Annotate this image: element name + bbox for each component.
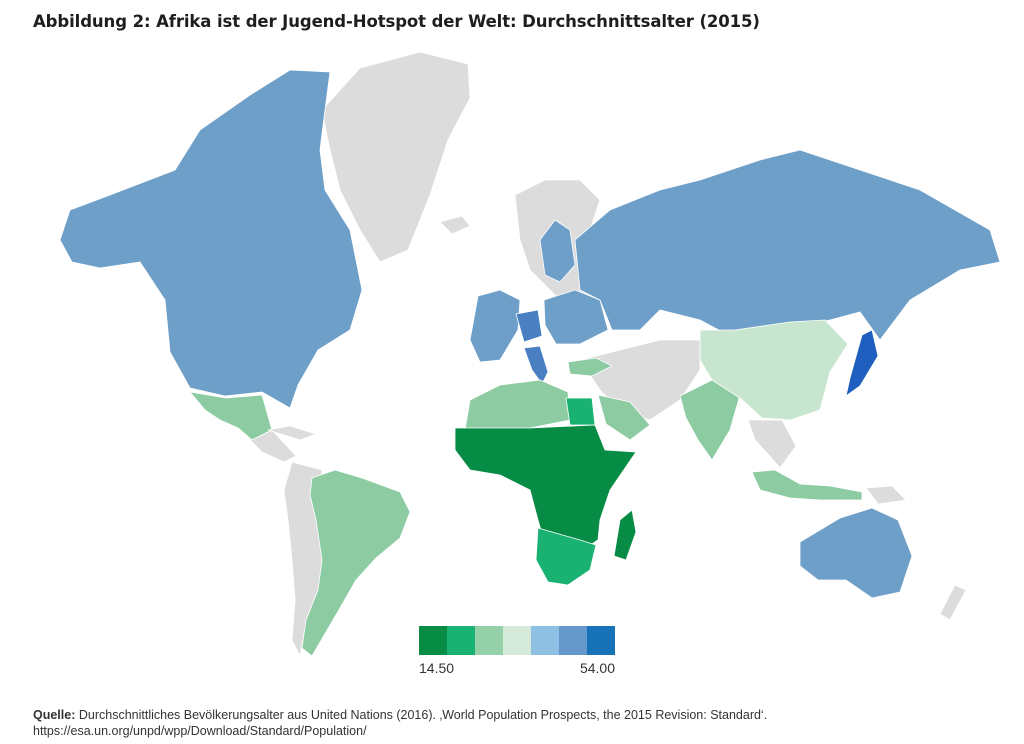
legend-swatch-3 — [475, 626, 503, 655]
region-north-america — [59, 69, 363, 409]
region-arabia — [597, 394, 651, 441]
region-australia — [799, 507, 913, 599]
legend-min-label: 14.50 — [419, 660, 455, 676]
legend-max-label: 54.00 — [579, 660, 615, 676]
region-eastern-europe — [543, 289, 609, 345]
region-papua — [865, 485, 907, 505]
region-russia — [574, 149, 1001, 341]
region-madagascar — [613, 509, 637, 561]
source-label: Quelle: — [33, 708, 76, 722]
region-mexico-central-america — [189, 391, 273, 441]
legend-swatch-2 — [447, 626, 475, 655]
region-caribbean — [267, 425, 318, 441]
region-south-america — [301, 469, 411, 657]
region-iceland — [439, 215, 471, 235]
legend-color-bar — [419, 626, 615, 655]
map-title: Abbildung 2: Afrika ist der Jugend-Hotsp… — [33, 12, 760, 31]
region-scandinavia — [539, 219, 576, 283]
region-western-europe — [469, 289, 521, 363]
legend-swatch-6 — [559, 626, 587, 655]
source-note: Quelle: Durchschnittliches Bevölkerungsa… — [33, 707, 767, 739]
color-legend: 14.50 54.00 — [419, 626, 615, 676]
region-southeast-asia-mainland — [747, 419, 797, 469]
region-egypt — [565, 397, 596, 426]
region-central-america — [237, 427, 297, 463]
region-italy — [523, 345, 549, 385]
legend-swatch-7 — [587, 626, 615, 655]
region-turkey — [567, 357, 613, 377]
region-new-zealand — [939, 584, 967, 621]
region-greenland — [321, 51, 471, 263]
region-southern-africa — [535, 527, 597, 586]
legend-swatch-5 — [531, 626, 559, 655]
region-indonesia — [751, 469, 863, 501]
source-url: https://esa.un.org/unpd/wpp/Download/Sta… — [33, 724, 367, 738]
legend-swatch-4 — [503, 626, 531, 655]
region-germany — [515, 309, 543, 343]
legend-swatch-1 — [419, 626, 447, 655]
region-china — [699, 319, 849, 421]
world-map — [59, 51, 1001, 658]
source-text: Durchschnittliches Bevölkerungsalter aus… — [75, 708, 768, 722]
region-north-africa — [464, 379, 571, 431]
region-middle-east — [579, 339, 701, 421]
region-japan — [845, 329, 879, 397]
